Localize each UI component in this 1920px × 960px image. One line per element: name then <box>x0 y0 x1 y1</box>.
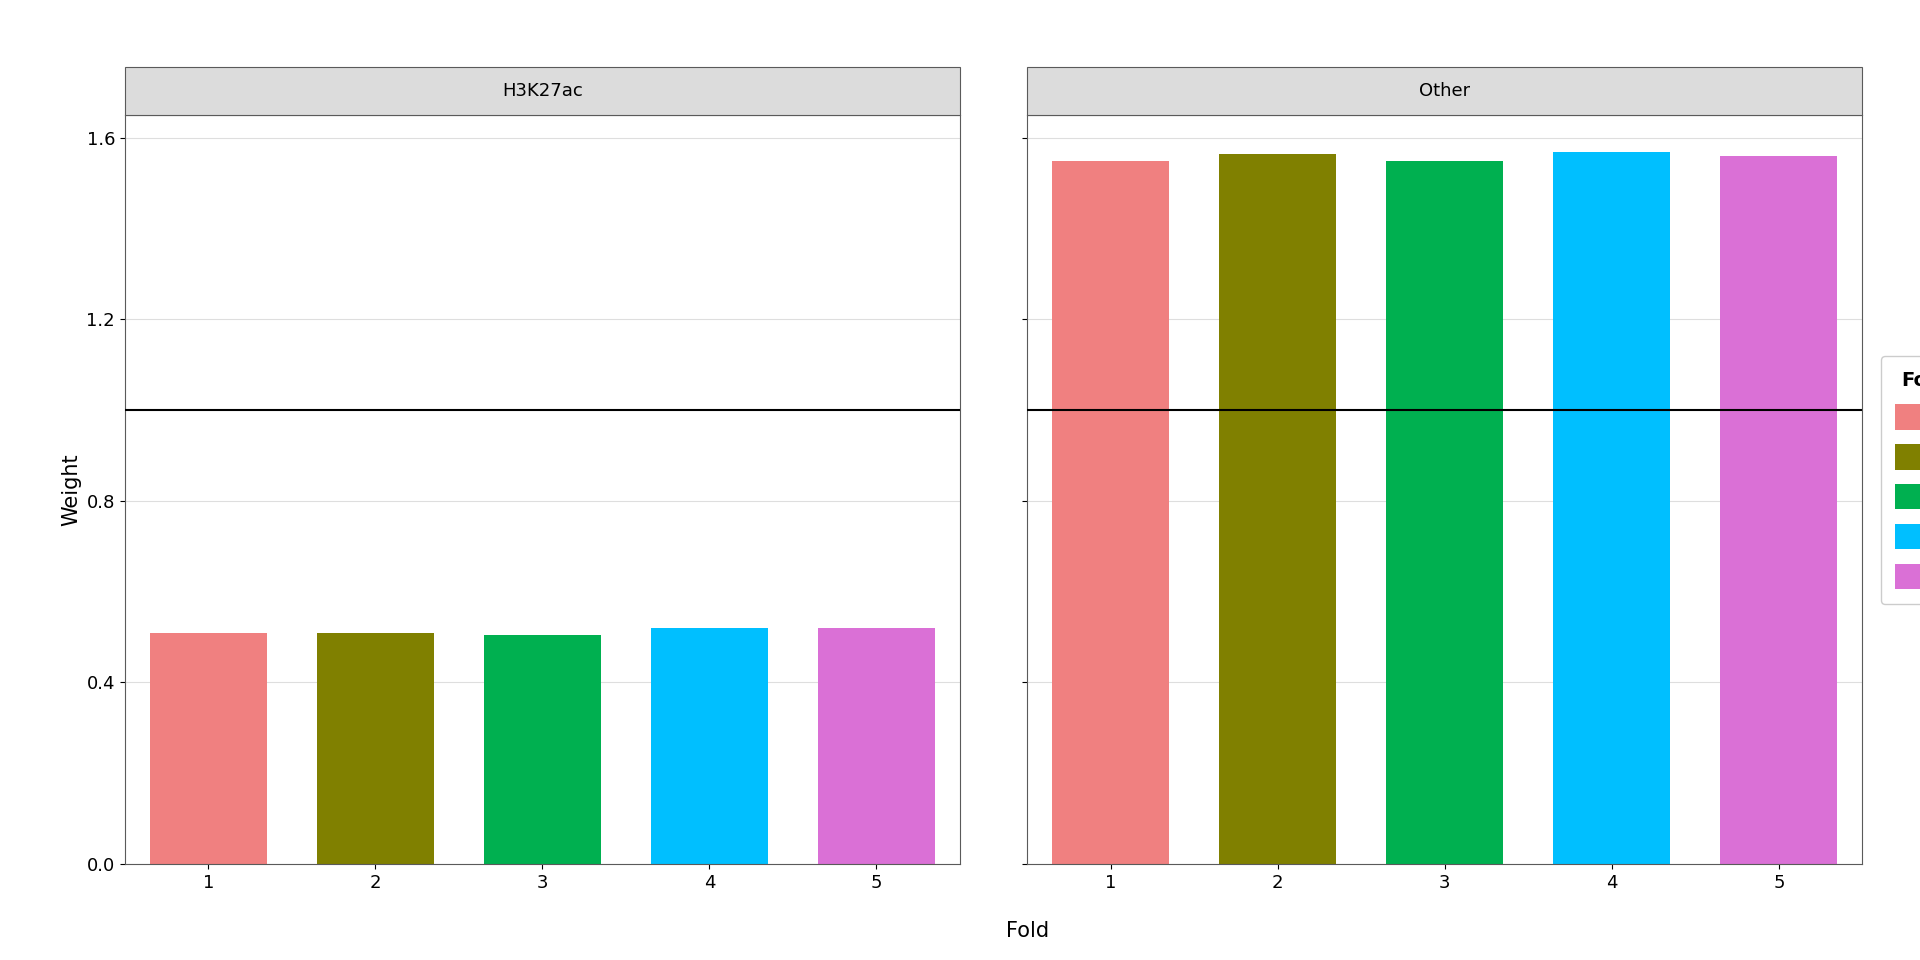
Text: Fold: Fold <box>1006 922 1048 941</box>
Bar <box>484 635 601 864</box>
Bar <box>150 633 267 864</box>
Bar <box>317 633 434 864</box>
Bar <box>818 628 935 864</box>
Bar <box>651 628 768 864</box>
Bar <box>1553 152 1670 864</box>
FancyBboxPatch shape <box>1027 66 1862 115</box>
Text: Other: Other <box>1419 82 1471 100</box>
Bar <box>1219 154 1336 864</box>
FancyBboxPatch shape <box>125 66 960 115</box>
Text: H3K27ac: H3K27ac <box>501 82 584 100</box>
Bar <box>1052 160 1169 864</box>
Bar <box>1720 156 1837 864</box>
Y-axis label: Weight: Weight <box>61 453 81 526</box>
Bar <box>1386 161 1503 864</box>
Legend: 1, 2, 3, 4, 5: 1, 2, 3, 4, 5 <box>1882 356 1920 604</box>
